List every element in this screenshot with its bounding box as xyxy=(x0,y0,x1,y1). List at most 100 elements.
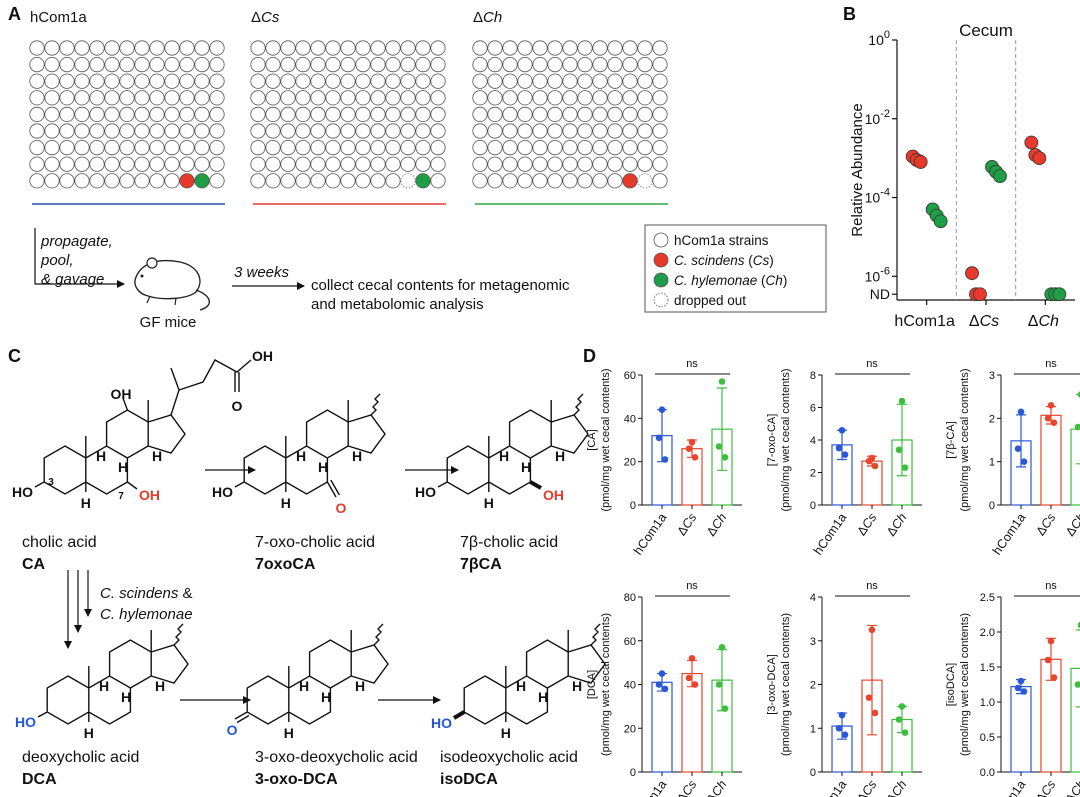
text-run: ns xyxy=(866,580,878,592)
strain-circle xyxy=(29,73,45,89)
text-run: Δ xyxy=(704,791,720,797)
group-label: ΔCh xyxy=(473,9,502,26)
data-point xyxy=(1050,419,1058,426)
strain-circle xyxy=(547,73,563,89)
text-run: H xyxy=(355,678,365,694)
strain-circle xyxy=(472,173,488,189)
text-run: 2 xyxy=(989,413,995,425)
strain-circle xyxy=(104,56,120,73)
atom-label: HO xyxy=(212,484,233,500)
text-run: 80 xyxy=(624,592,636,604)
text-run: 2.0 xyxy=(980,627,995,639)
structure: O HHH H xyxy=(227,623,389,741)
strain-circle xyxy=(637,56,653,73)
strain-circle xyxy=(265,156,281,172)
text-run: H xyxy=(284,725,294,741)
x-tick-label: ΔCs xyxy=(854,778,879,797)
strain-circle xyxy=(400,173,416,189)
strain-circle xyxy=(385,73,401,89)
strain-circle xyxy=(472,56,488,73)
strain-circle xyxy=(562,56,578,73)
text-run: O xyxy=(336,500,347,516)
strain-circle xyxy=(340,156,356,172)
text-run: 10 xyxy=(865,111,881,127)
text-run: cholic acid xyxy=(22,534,97,551)
strain-circle xyxy=(325,40,341,56)
text-run: 1.5 xyxy=(980,662,995,674)
text-run: Δ xyxy=(251,9,261,26)
data-point xyxy=(718,378,726,385)
strain-circle xyxy=(652,90,668,106)
strain-circle xyxy=(325,73,341,89)
strain-circle xyxy=(250,140,266,156)
strain-circle xyxy=(74,123,90,139)
y-tick-label: 1 xyxy=(989,457,995,469)
strain-circle xyxy=(89,106,105,123)
text-run: HO xyxy=(12,484,33,500)
data-point xyxy=(835,444,843,452)
bar xyxy=(1070,428,1080,506)
text-run: 7βCA xyxy=(460,556,502,573)
strain-circle xyxy=(355,156,371,172)
strain-circle xyxy=(89,123,105,139)
strain-circle xyxy=(89,156,105,172)
strain-circle xyxy=(487,173,503,189)
text-run: B xyxy=(843,4,856,24)
strain-circle xyxy=(517,106,533,123)
text-run: 7β-cholic acid xyxy=(460,534,558,551)
strain-circle xyxy=(652,106,668,123)
strain-circle xyxy=(310,56,326,73)
atom-label: H xyxy=(84,725,94,741)
y-tick-label: 0 xyxy=(989,500,995,512)
text-run: hCom1a strains xyxy=(674,233,769,248)
strain-circle xyxy=(400,140,416,156)
strain-circle xyxy=(622,156,638,172)
strain-circle xyxy=(487,106,503,123)
atom-label: H xyxy=(281,495,291,511)
bonds xyxy=(437,393,589,495)
x-tick-label: hCom1a xyxy=(894,313,955,330)
strain-circle xyxy=(74,90,90,106)
strain-circle xyxy=(637,106,653,123)
strain-circle xyxy=(340,40,356,56)
text-run: H xyxy=(281,495,291,511)
strain-circle xyxy=(577,73,593,89)
bonds xyxy=(234,393,386,498)
text-run: -6 xyxy=(880,265,890,277)
y-axis-label: [CA] xyxy=(586,429,598,450)
strain-circle xyxy=(400,106,416,123)
strain-circle xyxy=(74,40,90,56)
compound-name: 7-oxo-cholic acid xyxy=(255,534,375,551)
significance-label: ns xyxy=(866,580,878,592)
strain-circle xyxy=(164,73,180,89)
strain-circle xyxy=(370,106,386,123)
strain-circle xyxy=(385,156,401,172)
atom-label: H xyxy=(296,448,306,464)
compound-name: 7β-cholic acid xyxy=(460,534,558,551)
text-run: H xyxy=(84,725,94,741)
text-run: 4 xyxy=(810,592,816,604)
y-axis-label: (pmol/mg wet cecal contents) xyxy=(780,613,792,756)
strain-circle xyxy=(562,173,578,189)
x-tick-label: ΔCs xyxy=(969,313,999,330)
strain-circle xyxy=(179,56,195,73)
strain-circle xyxy=(592,173,608,189)
strain-circle xyxy=(209,106,225,123)
strain-circle xyxy=(280,56,296,73)
strain-circle xyxy=(250,73,266,89)
strain-circle xyxy=(119,106,135,123)
strain-circle xyxy=(472,106,488,123)
group-label: ΔCs xyxy=(251,9,280,26)
text-run: HO xyxy=(212,484,233,500)
text-run: ND xyxy=(870,286,890,302)
strain-circle xyxy=(119,156,135,172)
compound-abbr: CA xyxy=(22,556,46,573)
compound-name: deoxycholic acid xyxy=(22,749,139,766)
strain-circle xyxy=(194,156,210,172)
atom-label: HO xyxy=(415,484,436,500)
mouse-icon xyxy=(134,259,210,311)
text-run: pool, xyxy=(40,252,74,269)
strain-circle xyxy=(517,140,533,156)
strain-circle xyxy=(400,40,416,56)
group-label: hCom1a xyxy=(30,9,87,26)
